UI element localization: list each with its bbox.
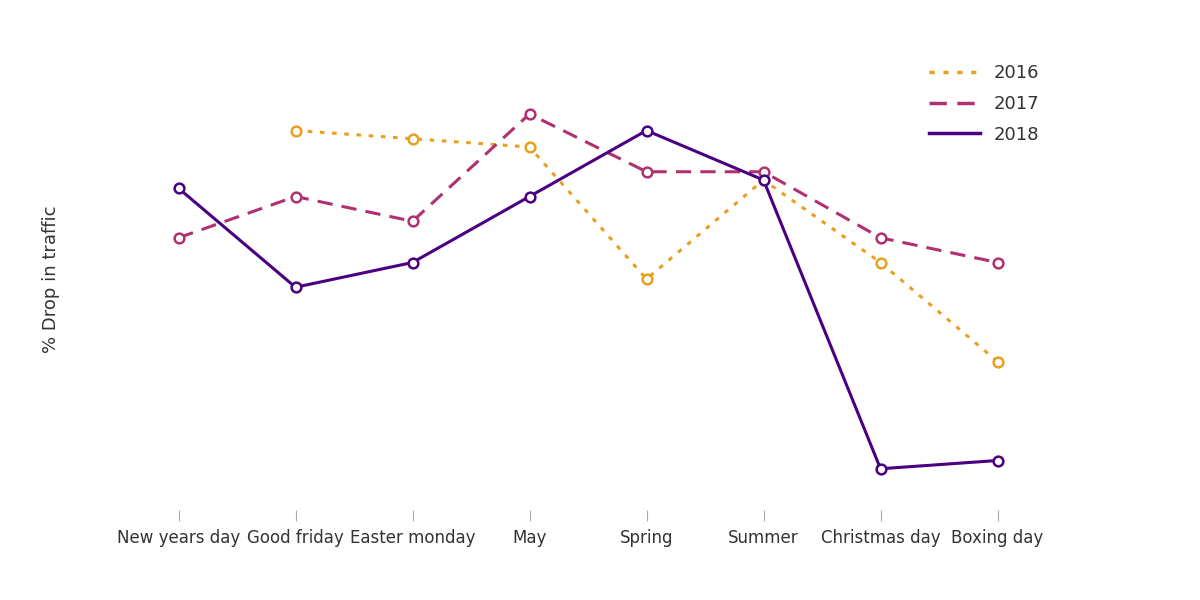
Y-axis label: % Drop in traffic: % Drop in traffic [42,205,60,353]
Legend: 2016, 2017, 2018: 2016, 2017, 2018 [922,57,1046,151]
